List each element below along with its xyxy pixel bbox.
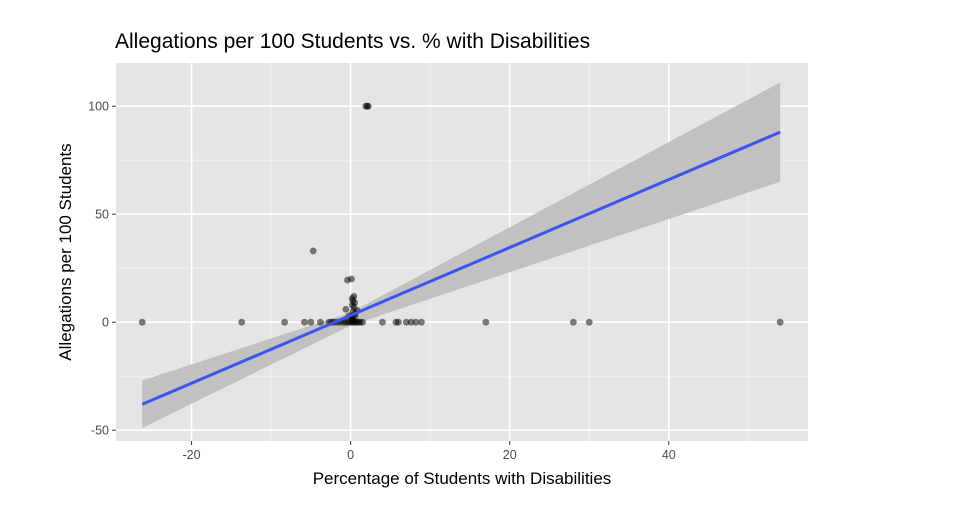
data-point [317,318,324,326]
x-tick-label: -20 [183,448,201,462]
data-point [412,318,420,326]
data-point [362,102,370,110]
data-point [418,318,425,326]
y-tick-label: 100 [88,100,109,114]
confidence-band-layer [142,82,781,429]
data-point [281,318,289,326]
regression-line [141,130,781,406]
data-point [238,318,246,326]
x-tick-label: 0 [347,448,354,462]
confidence-band [142,82,781,429]
data-point [776,318,784,326]
data-point [348,275,355,283]
data-point [569,318,577,326]
fit-line-layer [141,130,781,406]
x-axis-label: Percentage of Students with Disabilities [312,469,612,488]
data-point [359,318,366,326]
data-point [394,318,402,326]
data-point [301,318,308,326]
chart-title: Allegations per 100 Students vs. % with … [115,30,591,53]
data-point [407,318,415,326]
x-tick-label: 20 [503,448,517,462]
data-point [342,305,350,313]
axis-ticks [112,105,670,445]
axis-tick-labels: -20 0 20 40 -50 0 50 100 [88,100,676,462]
y-tick-label: 50 [95,208,109,222]
data-point [350,292,358,300]
data-point [309,247,317,255]
data-point [138,318,146,326]
data-point [379,318,386,326]
y-tick-label: -50 [91,424,109,438]
data-point [482,318,490,326]
data-point [307,318,315,326]
y-axis-label: Allegations per 100 Students [56,143,75,361]
data-point [402,318,410,326]
y-tick-label: 0 [102,316,109,330]
data-point [585,318,593,326]
x-tick-label: 40 [662,448,676,462]
